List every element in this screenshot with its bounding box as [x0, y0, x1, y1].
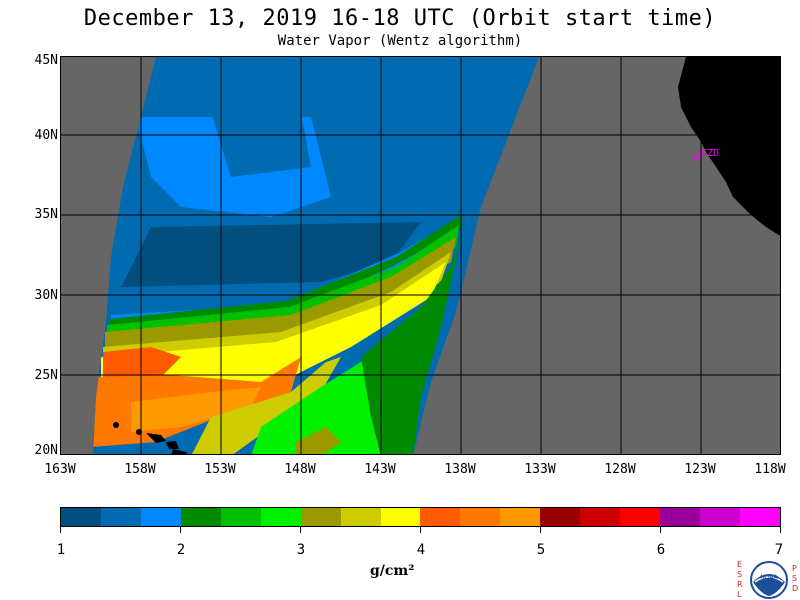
island-kauai [113, 422, 119, 428]
island-big-island [171, 449, 188, 454]
logo-letter: P [792, 564, 797, 573]
water-vapor-map: CZD [60, 56, 781, 455]
colorbar-tick [540, 527, 541, 533]
colorbar-label-1: 1 [56, 542, 66, 558]
station-marker-icon [693, 153, 701, 161]
logo-letter: S [792, 574, 798, 583]
logo-letter: S [737, 570, 743, 579]
colorbar-label-7: 7 [774, 542, 784, 558]
colorbar-tick [180, 527, 181, 533]
lon-label-163W: 163W [44, 462, 76, 477]
colorbar-swatch [220, 508, 261, 526]
colorbar [60, 507, 781, 527]
lon-label-143W: 143W [364, 462, 396, 477]
colorbar-swatch [540, 508, 581, 526]
colorbar-swatch [180, 508, 221, 526]
colorbar-swatch [460, 508, 501, 526]
band-olive-south [191, 357, 341, 454]
emblem-text: NOAA [760, 574, 778, 581]
colorbar-label-3: 3 [296, 542, 306, 558]
map-subtitle: Water Vapor (Wentz algorithm) [277, 33, 523, 49]
logo-letter: R [737, 580, 743, 589]
band-dark-green-east [361, 237, 461, 454]
colorbar-swatch [580, 508, 621, 526]
island-maui [166, 441, 179, 449]
noaa-logo: E S R L NOAA P S D [735, 558, 800, 600]
colorbar-units: g/cm² [370, 563, 415, 579]
lon-label-133W: 133W [524, 462, 556, 477]
colorbar-swatch [100, 508, 141, 526]
map-canvas: CZD [61, 57, 780, 454]
band-orange-light [131, 387, 261, 432]
graticule [61, 57, 780, 454]
lon-label-158W: 158W [124, 462, 156, 477]
swath [93, 57, 539, 454]
colorbar-label-6: 6 [656, 542, 666, 558]
patch-olive [296, 427, 341, 454]
lat-label-25N: 25N [34, 368, 58, 383]
colorbar-swatch [660, 508, 700, 526]
colorbar-tick [420, 527, 421, 533]
band-orange-west [103, 347, 181, 377]
colorbar-swatch [700, 508, 740, 526]
band-blue-dark [121, 222, 421, 287]
logo-letter: D [792, 584, 799, 593]
colorbar-swatch [620, 508, 661, 526]
colorbar-label-5: 5 [536, 542, 546, 558]
lat-label-35N: 35N [34, 207, 58, 222]
colorbar-swatch [420, 508, 461, 526]
lon-label-128W: 128W [604, 462, 636, 477]
lon-label-118W: 118W [754, 462, 786, 477]
band-olive [105, 237, 456, 357]
lat-label-30N: 30N [34, 288, 58, 303]
colorbar-label-2: 2 [176, 542, 186, 558]
lon-label-138W: 138W [444, 462, 476, 477]
colorbar-swatch [300, 508, 341, 526]
lat-label-45N: 45N [34, 53, 58, 68]
station-label: CZD [701, 148, 719, 159]
colorbar-label-4: 4 [416, 542, 426, 558]
colorbar-tick [60, 527, 61, 533]
colorbar-swatch [500, 508, 541, 526]
lat-label-40N: 40N [34, 128, 58, 143]
map-title: December 13, 2019 16-18 UTC (Orbit start… [83, 6, 717, 31]
california-land [678, 57, 780, 236]
band-blue-mid-north [211, 112, 311, 177]
lon-label-153W: 153W [204, 462, 236, 477]
noaa-emblem-icon: NOAA [750, 561, 788, 599]
colorbar-swatch [61, 508, 101, 526]
colorbar-tick [300, 527, 301, 533]
colorbar-swatch [140, 508, 181, 526]
colorbar-swatch [260, 508, 301, 526]
colorbar-tick [660, 527, 661, 533]
colorbar-swatch [380, 508, 421, 526]
lat-label-20N: 20N [34, 443, 58, 458]
colorbar-swatch [340, 508, 381, 526]
lon-label-123W: 123W [684, 462, 716, 477]
lon-label-148W: 148W [284, 462, 316, 477]
colorbar-tick [780, 527, 781, 533]
logo-letter: L [737, 590, 742, 599]
colorbar-swatch [739, 508, 780, 526]
logo-letter: E [737, 560, 743, 569]
island-molokai [146, 433, 166, 443]
